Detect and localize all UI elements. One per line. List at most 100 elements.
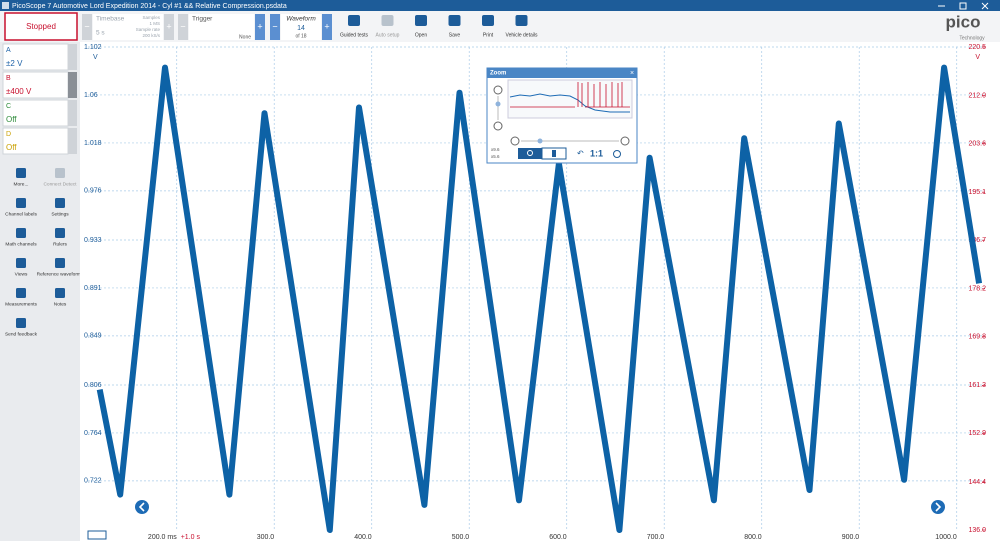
- toolbar-button[interactable]: Open: [415, 15, 427, 38]
- channel-expand: [68, 44, 77, 70]
- increase[interactable]: [255, 14, 265, 40]
- arrow-icon: [935, 502, 942, 512]
- zoom-y-factor: x5.6: [491, 154, 500, 159]
- x-tick-label: 800.0: [744, 534, 762, 541]
- tool-label: Math channels: [5, 241, 37, 247]
- zoom-in-x[interactable]: [620, 136, 630, 146]
- undo-icon[interactable]: ↶: [576, 149, 584, 158]
- increase[interactable]: [164, 14, 174, 40]
- tool-button[interactable]: More...: [14, 168, 29, 187]
- trigger-marker[interactable]: [87, 530, 107, 540]
- tool-button[interactable]: Settings: [51, 198, 69, 217]
- toolbar-button[interactable]: Auto setup: [376, 15, 400, 38]
- x-tick-label: 500.0: [452, 534, 470, 541]
- button-label: Auto setup: [376, 32, 400, 38]
- timebase-control[interactable]: − Timebase 5 s Samples 1 MS Sample rate …: [82, 14, 174, 40]
- channel-range: Off: [6, 143, 17, 152]
- y2-tick-label: 144.4: [968, 479, 986, 486]
- tool-button[interactable]: Notes: [54, 288, 67, 307]
- app-icon: [2, 2, 9, 9]
- window-controls[interactable]: [938, 2, 989, 10]
- tool-button[interactable]: Reference waveforms: [37, 258, 84, 277]
- zoom-in-y[interactable]: [493, 85, 503, 95]
- waveform-index: 14: [297, 25, 305, 32]
- channel-box: [2, 43, 69, 71]
- tool-button[interactable]: Connect Detect: [43, 168, 77, 187]
- tool-button[interactable]: Rulers: [53, 228, 68, 247]
- trigger-box: [189, 14, 254, 40]
- channel-button[interactable]: B ±400 V: [2, 71, 77, 99]
- tool-button[interactable]: Channel labels: [5, 198, 37, 217]
- tool-icon: [16, 168, 26, 178]
- zoom-ratio[interactable]: 1:1: [590, 148, 603, 158]
- waveform-label: Waveform: [286, 16, 316, 23]
- run-stop-button[interactable]: [4, 12, 78, 41]
- next[interactable]: [322, 14, 332, 40]
- waveform-control[interactable]: − Waveform 14 of 18 +: [270, 14, 332, 40]
- trigger-control[interactable]: − Trigger None +: [178, 14, 265, 40]
- tool-label: Connect Detect: [43, 181, 77, 187]
- tool-label: Views: [15, 271, 28, 277]
- tool-button[interactable]: Views: [15, 258, 28, 277]
- channel-name: B: [6, 75, 11, 82]
- button-icon: [348, 15, 360, 26]
- overview-trace: [510, 82, 630, 108]
- y2-tick-label: 212.0: [968, 92, 986, 99]
- channel-button[interactable]: A ±2 V: [2, 43, 77, 71]
- y2-tick-label: 169.8: [968, 334, 986, 341]
- zoom-tool[interactable]: [518, 148, 542, 159]
- maximize[interactable]: [959, 2, 967, 10]
- tool-icon: [55, 228, 65, 238]
- button-label: Guided tests: [340, 32, 369, 38]
- timebase-value: 5 s: [96, 30, 105, 37]
- timebase-box: [93, 14, 163, 40]
- plus: +: [324, 21, 329, 31]
- button-label: Open: [415, 32, 427, 38]
- channel-expand: [68, 128, 77, 154]
- zoom-close[interactable]: ×: [630, 70, 634, 77]
- zoom-out-y[interactable]: [493, 121, 503, 131]
- toolbar-button[interactable]: Vehicle details: [506, 15, 538, 38]
- y-slider-thumb[interactable]: [495, 101, 501, 107]
- sample-rate-label: Sample rate: [136, 27, 161, 32]
- toolbar-buttons: Guided tests Auto setup Open Save Print Vehic…: [340, 15, 538, 38]
- button-icon: [381, 15, 394, 26]
- previous[interactable]: [270, 14, 280, 40]
- scroll-right[interactable]: [931, 500, 945, 514]
- x-tick-label: 300.0: [257, 534, 275, 541]
- decrease[interactable]: [82, 14, 92, 40]
- button-label: Vehicle details: [506, 32, 538, 38]
- channel-button[interactable]: D Off: [2, 127, 77, 155]
- close[interactable]: [981, 2, 989, 10]
- toolbar-button[interactable]: Save: [448, 15, 461, 38]
- window-title: PicoScope 7 Automotive Lord Expedition 2…: [12, 3, 287, 10]
- info-icon[interactable]: [613, 150, 621, 158]
- scroll-left[interactable]: [135, 500, 149, 514]
- plus: +: [257, 21, 262, 31]
- timebase-label: Timebase: [96, 16, 125, 23]
- x-slider-thumb[interactable]: [537, 138, 543, 144]
- decrease[interactable]: [178, 14, 188, 40]
- channel-button[interactable]: C Off: [2, 99, 77, 127]
- tool-button[interactable]: Send feedback: [5, 318, 38, 337]
- toolbar-button[interactable]: Guided tests: [340, 15, 369, 38]
- tool-icon: [55, 258, 65, 268]
- tool-icon: [55, 288, 65, 298]
- channel-expand: [68, 100, 77, 126]
- hand-icon: [552, 150, 556, 157]
- tool-button[interactable]: Measurements: [5, 288, 37, 307]
- status: Stopped: [26, 22, 56, 31]
- y2-tick-label: 186.7: [968, 237, 986, 244]
- plus: +: [166, 21, 171, 31]
- y-tick-label: 0.806: [84, 382, 102, 389]
- title-bar: [0, 0, 1000, 11]
- zoom-out-x[interactable]: [510, 136, 520, 146]
- toolbar-button[interactable]: Print: [482, 15, 494, 38]
- channel-range: ±400 V: [6, 87, 32, 96]
- button-icon: [515, 15, 528, 26]
- channel-range: ±2 V: [6, 59, 23, 68]
- tool-icon: [55, 168, 65, 178]
- tool-button[interactable]: Math channels: [5, 228, 37, 247]
